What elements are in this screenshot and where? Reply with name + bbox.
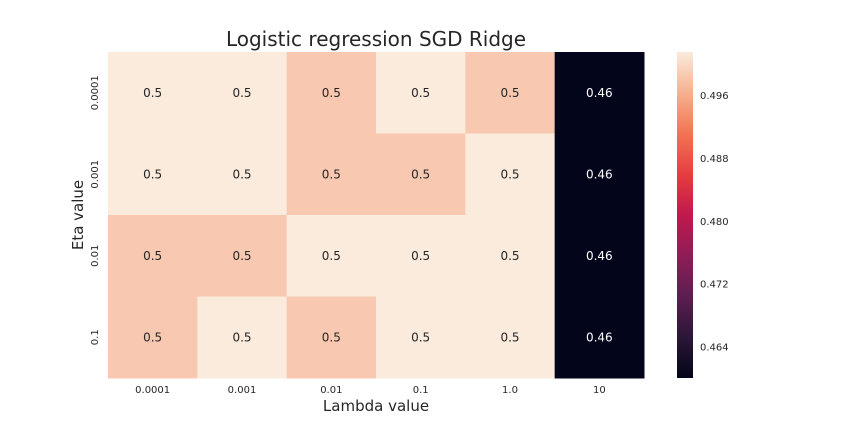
heatmap-cell [108, 215, 198, 297]
heatmap-cell [376, 215, 466, 297]
heatmap-cell [286, 52, 377, 134]
x-tick-label: 0.01 [320, 385, 342, 396]
heatmap-cell-label: 0.46 [586, 167, 613, 181]
x-axis-label: Lambda value [323, 397, 429, 415]
heatmap-cell [197, 215, 288, 297]
heatmap-cell-label: 0.46 [586, 86, 613, 100]
y-tick-label: 0.0001 [90, 75, 101, 110]
y-tick-label: 0.01 [90, 245, 101, 267]
heatmap-cell [197, 52, 288, 134]
heatmap-cell-label: 0.5 [411, 249, 430, 263]
x-tick-label: 0.0001 [135, 385, 170, 396]
x-tick-label: 10 [593, 385, 606, 396]
x-tick-label: 0.001 [228, 385, 257, 396]
heatmap-cell [376, 52, 466, 134]
heatmap-cell [108, 133, 198, 216]
colorbar [677, 52, 693, 378]
colorbar-tick-label: 0.496 [700, 91, 729, 102]
heatmap-cell [554, 52, 645, 134]
heatmap-cell [197, 133, 288, 216]
heatmap-cell [554, 133, 645, 216]
chart-title: Logistic regression SGD Ridge [226, 27, 526, 51]
heatmap-cell-label: 0.5 [143, 167, 162, 181]
x-tick-label: 0.1 [413, 385, 429, 396]
heatmap-cell-label: 0.5 [322, 86, 341, 100]
y-tick-label: 0.001 [90, 160, 101, 189]
heatmap-cell-label: 0.5 [411, 167, 430, 181]
heatmap-cell [465, 133, 556, 216]
heatmap-cell-label: 0.5 [411, 330, 430, 344]
heatmap-cell [286, 133, 377, 216]
heatmap-cell [554, 296, 645, 379]
heatmap-cell [465, 215, 556, 297]
heatmap-cell [465, 52, 556, 134]
heatmap-cell [286, 296, 377, 379]
heatmap-cell [465, 296, 556, 379]
heatmap-cell-label: 0.5 [500, 330, 519, 344]
heatmap-cell-label: 0.5 [322, 167, 341, 181]
y-axis-label: Eta value [69, 180, 87, 250]
colorbar-tick-label: 0.488 [700, 154, 729, 165]
heatmap-cell-label: 0.5 [411, 86, 430, 100]
heatmap-cell-label: 0.5 [232, 249, 251, 263]
heatmap-cell-label: 0.5 [322, 249, 341, 263]
heatmap-cell-label: 0.5 [232, 330, 251, 344]
colorbar-tick-label: 0.464 [700, 343, 729, 354]
heatmap-cell-label: 0.5 [322, 330, 341, 344]
heatmap-cells [108, 52, 645, 379]
heatmap-cell-label: 0.5 [143, 249, 162, 263]
colorbar-tick-label: 0.472 [700, 280, 729, 291]
heatmap-cell [376, 296, 466, 379]
heatmap-cell [286, 215, 377, 297]
heatmap-cell-label: 0.46 [586, 330, 613, 344]
x-tick-label: 1.0 [502, 385, 518, 396]
heatmap-cell [108, 296, 198, 379]
colorbar-tick-labels: 0.464 0.472 0.480 0.488 0.496 [700, 91, 729, 353]
y-tick-labels: 0.0001 0.001 0.01 0.1 [90, 75, 101, 345]
heatmap-cell-label: 0.5 [143, 86, 162, 100]
heatmap-cell-label: 0.5 [232, 86, 251, 100]
heatmap-cell-label: 0.5 [143, 330, 162, 344]
heatmap-cell-label: 0.5 [500, 167, 519, 181]
y-tick-label: 0.1 [90, 329, 101, 345]
heatmap-cell-label: 0.5 [500, 86, 519, 100]
colorbar-tick-label: 0.480 [700, 217, 729, 228]
heatmap-cell [376, 133, 466, 216]
heatmap-cell [197, 296, 288, 379]
heatmap-cell-label: 0.5 [500, 249, 519, 263]
heatmap-cell-label: 0.46 [586, 249, 613, 263]
heatmap-cell [108, 52, 198, 134]
x-tick-labels: 0.0001 0.001 0.01 0.1 1.0 10 [135, 385, 606, 396]
heatmap-cell-label: 0.5 [232, 167, 251, 181]
heatmap-cell [554, 215, 645, 297]
heatmap-cell-labels: 0.5 0.5 0.5 0.5 0.5 0.46 0.5 0.5 0.5 0.5 0.5 0.46 0.… [143, 86, 613, 345]
